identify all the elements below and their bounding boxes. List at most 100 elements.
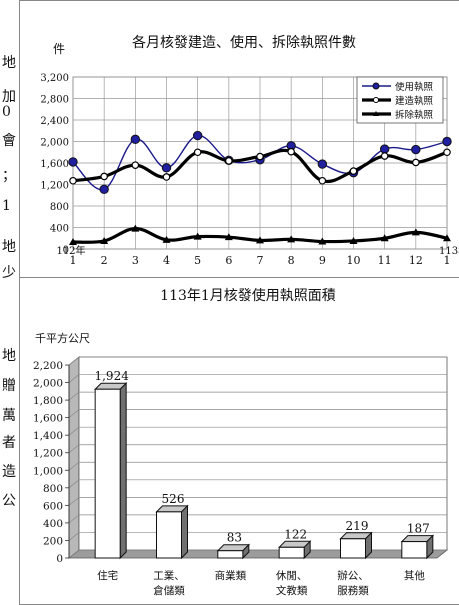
y-tick-label: 800 <box>43 483 63 495</box>
category-label: 文教類 <box>276 584 308 597</box>
side-text-char: 地 <box>2 348 16 364</box>
data-label: 526 <box>162 492 185 506</box>
data-point <box>412 158 420 167</box>
bar <box>340 538 366 559</box>
side-text-char: 造 <box>2 464 16 480</box>
data-point <box>162 235 171 243</box>
data-point <box>318 237 327 245</box>
x-tick-label: 9 <box>319 254 326 267</box>
data-point <box>380 234 389 242</box>
y-tick-label: 2,800 <box>40 95 69 106</box>
y-tick-label: 0 <box>63 245 69 256</box>
plot-area <box>65 356 449 560</box>
side-text-char: ； <box>2 168 16 184</box>
y-gridline-side <box>68 549 80 559</box>
x-tick-label: 3 <box>132 254 139 267</box>
data-point <box>225 157 233 165</box>
data-label: 219 <box>346 519 369 533</box>
y-tick-label: 400 <box>50 224 69 235</box>
x-tick-label: 5 <box>194 254 201 267</box>
bar <box>94 388 121 559</box>
bar <box>217 550 244 559</box>
bar-side <box>181 504 188 560</box>
y-tick-label: 1,400 <box>33 430 63 442</box>
data-point <box>443 234 451 242</box>
data-point <box>380 152 389 160</box>
y-gridline-side <box>68 391 80 401</box>
bar-chart-panel: 113年1月核發使用執照面積 千平方公尺 0 200 400 600 800 1,000 1,2… <box>19 277 459 605</box>
legend-marker <box>372 82 380 90</box>
data-point <box>161 163 172 173</box>
y-tick-label: 600 <box>43 500 63 512</box>
data-point <box>192 130 203 141</box>
x-tick-label: 8 <box>288 254 295 267</box>
y-gridline-side <box>68 409 80 418</box>
x-tick-label: 1 <box>70 254 77 267</box>
side-text-column: 地加 0 會； 1 地少地贈萬者造公 <box>0 0 18 605</box>
data-point <box>131 224 140 232</box>
y-tick-label: 1,200 <box>33 448 63 460</box>
y-tick-label: 1,600 <box>40 159 69 170</box>
y-tick-label: 2,000 <box>33 378 63 390</box>
bar <box>278 546 305 559</box>
x-tick-label: 4 <box>163 254 170 267</box>
y-tick-label: 2,000 <box>40 138 69 149</box>
side-text-char: 1 <box>2 198 11 214</box>
category-label: 休閒、 <box>276 570 308 582</box>
y-axis-unit: 件 <box>53 42 65 56</box>
y-tick-label: 1,600 <box>33 413 63 425</box>
data-label: 83 <box>227 531 242 545</box>
data-point <box>287 235 296 243</box>
data-point <box>442 136 452 147</box>
legend-label: 拆除執照 <box>395 109 434 121</box>
data-point <box>162 173 171 181</box>
y-tick-label: 2,200 <box>33 360 63 372</box>
y-tick-label: 200 <box>43 535 63 547</box>
data-point <box>130 134 141 145</box>
data-point <box>69 238 77 246</box>
y-gridline-side <box>68 479 80 489</box>
x-tick-label: 10 <box>347 254 361 267</box>
data-point <box>443 148 451 157</box>
y-tick-label: 1,200 <box>40 181 69 192</box>
y-gridline-side <box>68 374 80 383</box>
side-text-char: 公 <box>2 493 16 509</box>
data-point <box>131 161 140 169</box>
x-tick-label: 11 <box>378 254 392 267</box>
y-gridline-side <box>68 497 80 506</box>
side-text-char: 萬 <box>2 408 16 424</box>
bar <box>156 511 182 559</box>
y-gridline-side <box>68 444 80 454</box>
y-tick-label: 3,200 <box>40 73 69 84</box>
side-text-char: 會 <box>2 133 16 149</box>
line-chart: 各月核發建造、使用、拆除執照件數 件 0 400 800 1,200 1,600 2,000 2… <box>40 34 459 267</box>
legend-marker <box>373 97 379 103</box>
data-point <box>69 176 77 185</box>
data-point <box>100 236 109 244</box>
data-label: 1,924 <box>94 369 129 383</box>
chart-title: 各月核發建造、使用、拆除執照件數 <box>132 34 356 51</box>
x-tick-label: 1 <box>444 254 451 267</box>
x-tick-label: 2 <box>101 254 108 267</box>
bar <box>401 541 428 559</box>
category-label: 服務類 <box>337 584 369 597</box>
side-wall <box>68 356 80 559</box>
category-label: 其他 <box>404 569 425 582</box>
year-label: 113年 <box>439 244 459 257</box>
y-tick-label: 400 <box>43 518 63 530</box>
category-label: 商業類 <box>215 569 247 582</box>
data-point <box>224 233 233 241</box>
side-text-char: 贈 <box>2 378 16 394</box>
data-point <box>411 228 420 236</box>
data-point <box>349 167 358 175</box>
x-tick-label: 12 <box>409 254 423 267</box>
side-text-char: 地 <box>2 55 16 71</box>
data-point <box>68 157 78 167</box>
data-point <box>193 232 202 240</box>
x-tick-label: 6 <box>225 254 232 267</box>
side-text-char: 少 <box>2 265 16 281</box>
legend-label: 建造執照 <box>395 95 434 107</box>
category-label: 工業、 <box>153 569 185 582</box>
